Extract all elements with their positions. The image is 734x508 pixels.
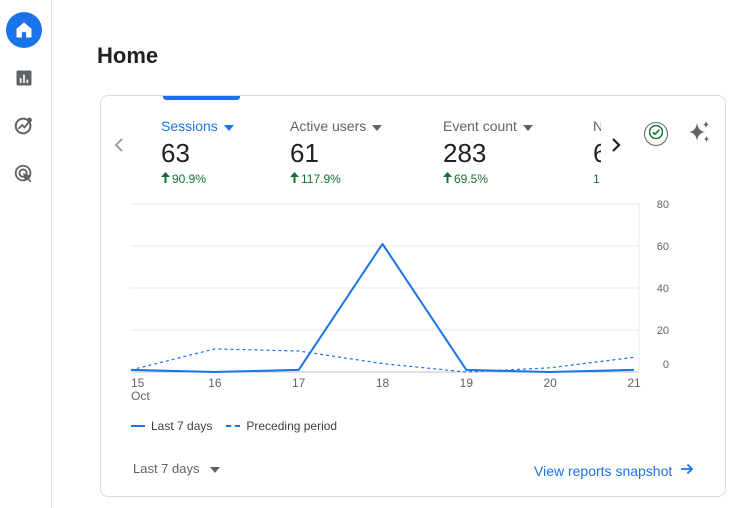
metric-value: 61	[290, 138, 319, 168]
metric-tab-active-users[interactable]: Active users 61 117.9%	[290, 118, 383, 186]
legend-item-preceding: Preceding period	[226, 419, 337, 433]
metrics-prev-button[interactable]	[110, 136, 128, 158]
chevron-left-icon	[114, 137, 124, 158]
link-label: View reports snapshot	[534, 462, 673, 479]
chevron-right-icon	[611, 137, 621, 158]
x-tick-label: 17	[292, 376, 306, 390]
rail-item-reports[interactable]	[6, 60, 42, 96]
x-tick-label: 21	[627, 376, 641, 390]
left-nav-rail	[0, 0, 52, 508]
legend-item-last: Last 7 days	[131, 419, 212, 433]
legend-swatch-solid	[131, 425, 145, 427]
series-line-last	[130, 242, 635, 373]
metric-value: 283	[443, 138, 487, 168]
x-tick-label: 20	[543, 376, 557, 390]
arrow-up-icon	[443, 172, 452, 186]
sparkle-icon	[686, 119, 712, 150]
explore-icon	[13, 115, 35, 137]
metric-tab-partial[interactable]: N 6 1	[593, 118, 601, 186]
y-tick-label: 60	[657, 241, 669, 253]
metric-value: 63	[161, 138, 190, 168]
x-tick-sublabel: Oct	[131, 389, 150, 403]
metrics-next-button[interactable]	[606, 135, 626, 159]
x-tick-label: 16	[208, 376, 222, 390]
arrow-right-icon	[680, 462, 694, 479]
arrow-up-icon	[290, 172, 299, 186]
metric-label: Active users	[290, 118, 367, 134]
x-tick-label: 18	[376, 376, 390, 390]
arrow-up-icon	[161, 172, 170, 186]
insights-check-button[interactable]	[644, 122, 668, 146]
ai-insights-button[interactable]	[685, 120, 713, 148]
legend-label: Preceding period	[246, 419, 338, 433]
y-tick-label: 80	[657, 199, 669, 211]
metric-change: 1	[593, 172, 600, 186]
reports-icon	[14, 68, 34, 88]
advertising-icon	[13, 163, 35, 185]
y-tick-label: 20	[657, 325, 669, 337]
x-tick-label: 15	[131, 376, 145, 390]
rail-item-home[interactable]	[6, 12, 42, 48]
x-tick-label: 19	[460, 376, 474, 390]
page-title: Home	[97, 43, 159, 68]
overview-card: Sessions 63 90.9% Active users 61 117.9%…	[100, 95, 726, 497]
y-tick-label: 40	[657, 283, 669, 295]
chart-legend: Last 7 days Preceding period	[131, 419, 351, 433]
dropdown-caret-icon	[209, 461, 220, 476]
metric-change: 90.9%	[172, 172, 207, 186]
date-range-dropdown[interactable]: Last 7 days	[133, 461, 220, 476]
legend-swatch-dashed	[226, 425, 241, 427]
metric-change: 117.9%	[301, 172, 341, 186]
metric-label: Sessions	[161, 118, 218, 134]
selected-tab-indicator	[163, 96, 240, 100]
dropdown-caret-icon[interactable]	[223, 118, 234, 134]
metric-tab-event-count[interactable]: Event count 283 69.5%	[443, 118, 533, 186]
series-line-preceding	[130, 348, 635, 373]
check-icon	[648, 124, 664, 144]
dropdown-caret-icon[interactable]	[522, 118, 533, 134]
rail-item-advertising[interactable]	[6, 156, 42, 192]
y-tick-label: 0	[663, 359, 669, 371]
date-range-label: Last 7 days	[133, 461, 200, 476]
view-reports-snapshot-link[interactable]: View reports snapshot	[534, 462, 694, 479]
metric-value: 6	[593, 138, 601, 169]
legend-label: Last 7 days	[151, 419, 213, 433]
dropdown-caret-icon[interactable]	[372, 118, 383, 134]
metric-tab-sessions[interactable]: Sessions 63 90.9%	[161, 118, 234, 186]
metric-label: N	[593, 118, 601, 134]
home-icon	[14, 20, 34, 40]
rail-item-explore[interactable]	[6, 108, 42, 144]
metric-tabs: Sessions 63 90.9% Active users 61 117.9%…	[161, 118, 601, 198]
metric-label: Event count	[443, 118, 517, 134]
metric-change: 69.5%	[454, 172, 489, 186]
